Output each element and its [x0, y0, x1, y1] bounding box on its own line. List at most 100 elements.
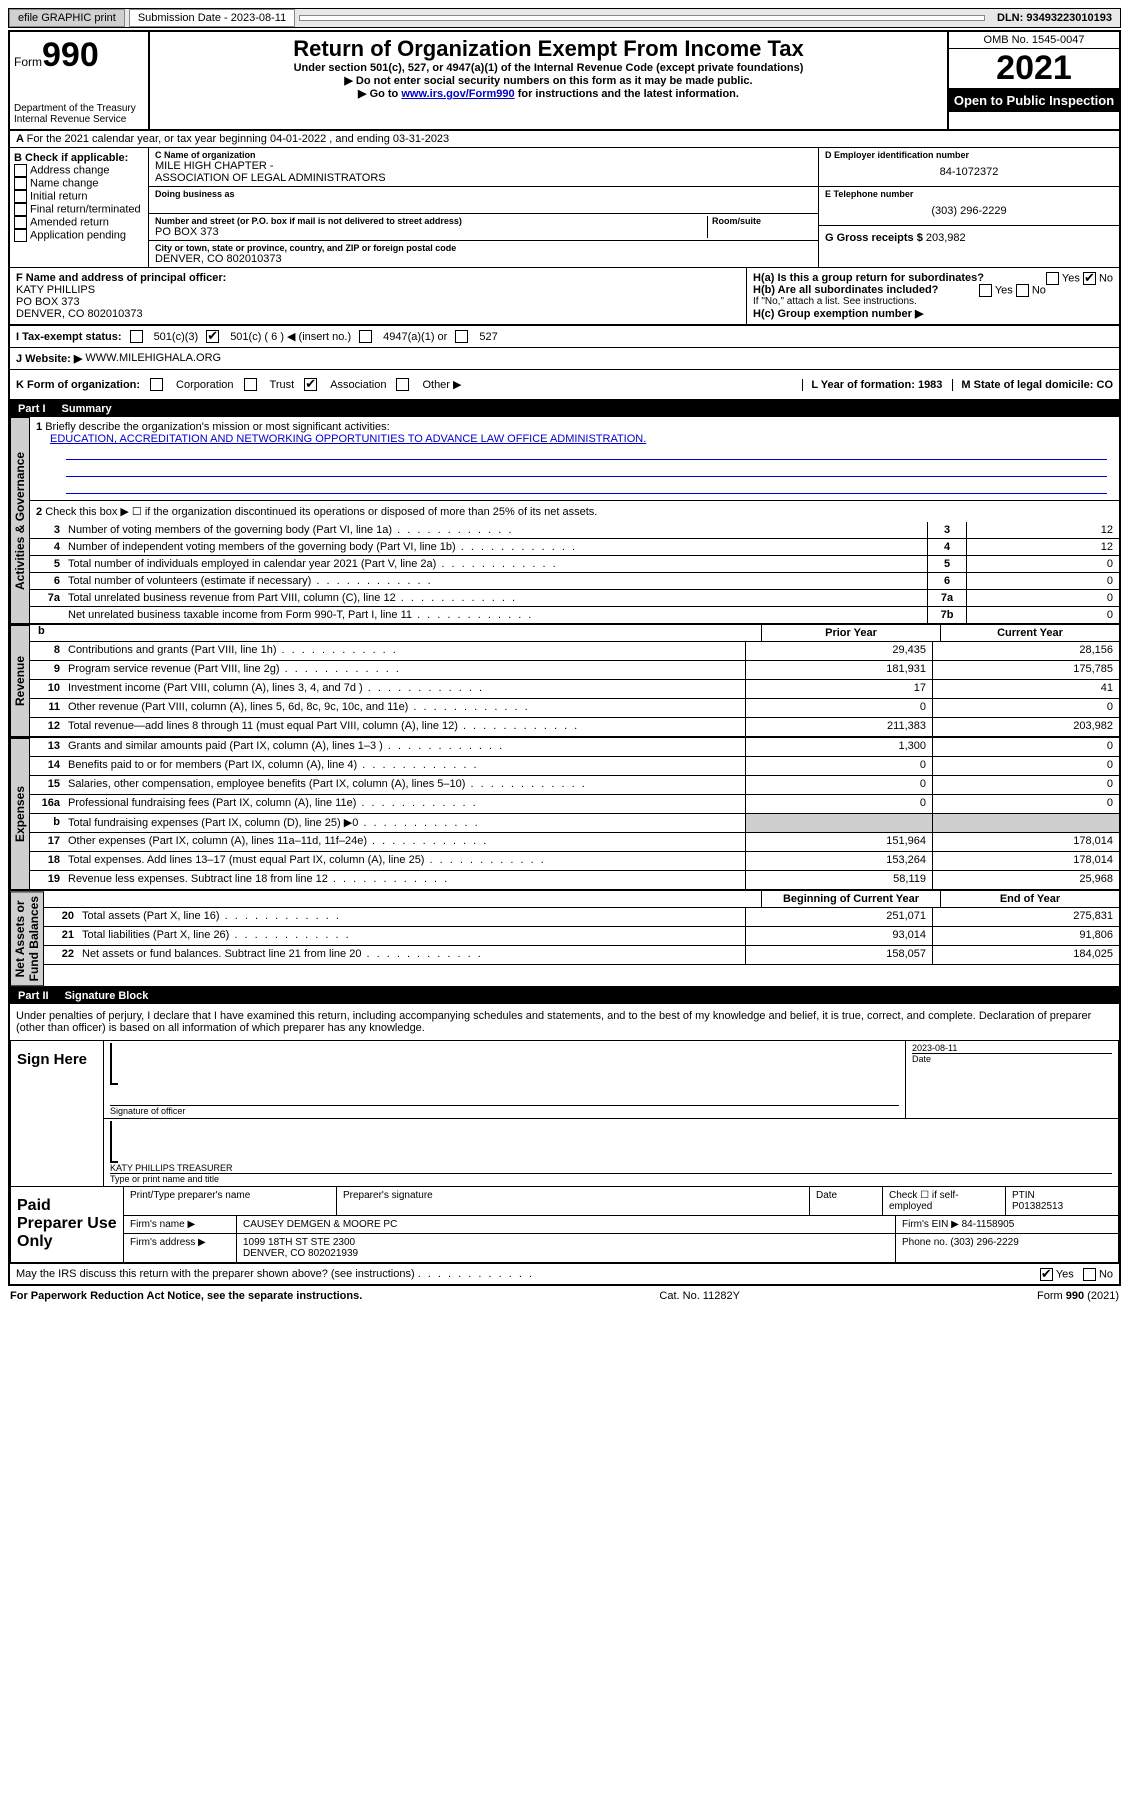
h-b-note: If "No," attach a list. See instructions…: [753, 296, 1113, 307]
dept-treasury: Department of the Treasury Internal Reve…: [14, 103, 144, 125]
label-street: Number and street (or P.O. box if mail i…: [155, 216, 707, 226]
ein-value: 84-1072372: [825, 160, 1113, 184]
chk-ha-yes[interactable]: [1046, 272, 1059, 285]
box-b-check-applicable: B Check if applicable: Address change Na…: [10, 148, 149, 267]
label-room: Room/suite: [712, 216, 812, 226]
ptin-value: P01382513: [1012, 1201, 1063, 1212]
h-a-group-return: H(a) Is this a group return for subordin…: [753, 272, 1113, 284]
perjury-statement: Under penalties of perjury, I declare th…: [10, 1004, 1119, 1040]
summary-row: 21Total liabilities (Part X, line 26)93,…: [44, 927, 1119, 946]
chk-other[interactable]: [396, 378, 409, 391]
officer-addr1: PO BOX 373: [16, 296, 740, 308]
q2-checkbox-line: 2 Check this box ▶ ☐ if the organization…: [30, 501, 1119, 522]
sign-here-label: Sign Here: [11, 1041, 103, 1186]
firm-address: 1099 18TH ST STE 2300 DENVER, CO 8020219…: [237, 1234, 896, 1262]
paid-preparer-label: Paid Preparer Use Only: [11, 1187, 123, 1262]
label-website: J Website: ▶: [16, 352, 82, 365]
tab-revenue: Revenue: [10, 625, 30, 737]
mission-text: EDUCATION, ACCREDITATION AND NETWORKING …: [50, 433, 646, 445]
summary-row: 9Program service revenue (Part VIII, lin…: [30, 661, 1119, 680]
chk-hb-yes[interactable]: [979, 284, 992, 297]
omb-number: OMB No. 1545-0047: [949, 32, 1119, 49]
chk-address-change[interactable]: [14, 164, 27, 177]
summary-row: 17Other expenses (Part IX, column (A), l…: [30, 833, 1119, 852]
officer-name-title: KATY PHILLIPS TREASURER: [110, 1163, 1112, 1173]
summary-row: 10Investment income (Part VIII, column (…: [30, 680, 1119, 699]
chk-application-pending[interactable]: [14, 229, 27, 242]
officer-addr2: DENVER, CO 802010373: [16, 308, 740, 320]
tab-activities-governance: Activities & Governance: [10, 417, 30, 624]
check-self-employed[interactable]: Check ☐ if self-employed: [883, 1187, 1006, 1215]
col-prior-year: Prior Year: [761, 625, 940, 641]
l-year-formation: L Year of formation: 1983: [802, 379, 942, 391]
col-current-year: Current Year: [940, 625, 1119, 641]
summary-row: 22Net assets or fund balances. Subtract …: [44, 946, 1119, 965]
chk-discuss-no[interactable]: [1083, 1268, 1096, 1281]
gross-receipts-value: 203,982: [926, 232, 966, 244]
form-container: Form990 Department of the Treasury Inter…: [8, 30, 1121, 1286]
summary-row: 11Other revenue (Part VIII, column (A), …: [30, 699, 1119, 718]
col-end-year: End of Year: [940, 891, 1119, 907]
label-pp-date: Date: [810, 1187, 883, 1215]
q1-label: Briefly describe the organization's miss…: [45, 421, 389, 433]
paperwork-notice: For Paperwork Reduction Act Notice, see …: [10, 1290, 362, 1302]
label-pp-sig: Preparer's signature: [337, 1187, 810, 1215]
irs-link[interactable]: www.irs.gov/Form990: [401, 88, 514, 100]
officer-name: KATY PHILLIPS: [16, 284, 740, 296]
summary-row: 14Benefits paid to or for members (Part …: [30, 757, 1119, 776]
org-name: MILE HIGH CHAPTER - ASSOCIATION OF LEGAL…: [155, 160, 812, 184]
street-address: PO BOX 373: [155, 226, 707, 238]
summary-row: 12Total revenue—add lines 8 through 11 (…: [30, 718, 1119, 737]
part-1-header: Part ISummary: [10, 401, 1119, 417]
tab-expenses: Expenses: [10, 738, 30, 890]
chk-hb-no[interactable]: [1016, 284, 1029, 297]
summary-row: 7aTotal unrelated business revenue from …: [30, 590, 1119, 607]
chk-4947[interactable]: [359, 330, 372, 343]
firm-name: CAUSEY DEMGEN & MOORE PC: [237, 1216, 896, 1233]
chk-501c3[interactable]: [130, 330, 143, 343]
form-title: Return of Organization Exempt From Incom…: [154, 36, 943, 62]
label-phone: E Telephone number: [825, 189, 1113, 199]
label-ein: D Employer identification number: [825, 150, 1113, 160]
chk-corporation[interactable]: [150, 378, 163, 391]
summary-row: 15Salaries, other compensation, employee…: [30, 776, 1119, 795]
h-c-exemption: H(c) Group exemption number ▶: [753, 307, 1113, 320]
summary-row: 4Number of independent voting members of…: [30, 539, 1119, 556]
chk-501c[interactable]: [206, 330, 219, 343]
chk-discuss-yes[interactable]: [1040, 1268, 1053, 1281]
chk-association[interactable]: [304, 378, 317, 391]
chk-527[interactable]: [455, 330, 468, 343]
may-irs-discuss: May the IRS discuss this return with the…: [10, 1263, 1119, 1284]
subtitle-3: Go to www.irs.gov/Form990 for instructio…: [154, 87, 943, 100]
open-public-inspection: Open to Public Inspection: [949, 89, 1119, 112]
summary-row: 3Number of voting members of the governi…: [30, 522, 1119, 539]
h-b-subordinates: H(b) Are all subordinates included? Yes …: [753, 284, 1113, 296]
label-city: City or town, state or province, country…: [155, 243, 812, 253]
cat-no: Cat. No. 11282Y: [659, 1290, 740, 1302]
part-2-header: Part IISignature Block: [10, 988, 1119, 1004]
col-beginning-year: Beginning of Current Year: [761, 891, 940, 907]
chk-final-return[interactable]: [14, 203, 27, 216]
label-k-form: K Form of organization:: [16, 379, 140, 391]
summary-row: 18Total expenses. Add lines 13–17 (must …: [30, 852, 1119, 871]
summary-row: 6Total number of volunteers (estimate if…: [30, 573, 1119, 590]
chk-ha-no[interactable]: [1083, 272, 1096, 285]
chk-trust[interactable]: [244, 378, 257, 391]
blank-field: [299, 15, 985, 21]
phone-value: (303) 296-2229: [825, 199, 1113, 223]
line-a-tax-year: A For the 2021 calendar year, or tax yea…: [10, 131, 1119, 148]
chk-name-change[interactable]: [14, 177, 27, 190]
efile-print-button[interactable]: efile GRAPHIC print: [9, 9, 125, 27]
summary-row: 8Contributions and grants (Part VIII, li…: [30, 642, 1119, 661]
chk-initial-return[interactable]: [14, 190, 27, 203]
summary-row: 16aProfessional fundraising fees (Part I…: [30, 795, 1119, 814]
m-state-domicile: M State of legal domicile: CO: [952, 379, 1113, 391]
subtitle-1: Under section 501(c), 527, or 4947(a)(1)…: [154, 62, 943, 74]
firm-phone: (303) 296-2229: [950, 1237, 1018, 1248]
summary-row: 19Revenue less expenses. Subtract line 1…: [30, 871, 1119, 890]
chk-amended-return[interactable]: [14, 216, 27, 229]
label-pt-name: Print/Type preparer's name: [124, 1187, 337, 1215]
firm-ein: 84-1158905: [962, 1219, 1015, 1230]
tax-year: 2021: [949, 49, 1119, 89]
submission-date: Submission Date - 2023-08-11: [129, 9, 295, 27]
